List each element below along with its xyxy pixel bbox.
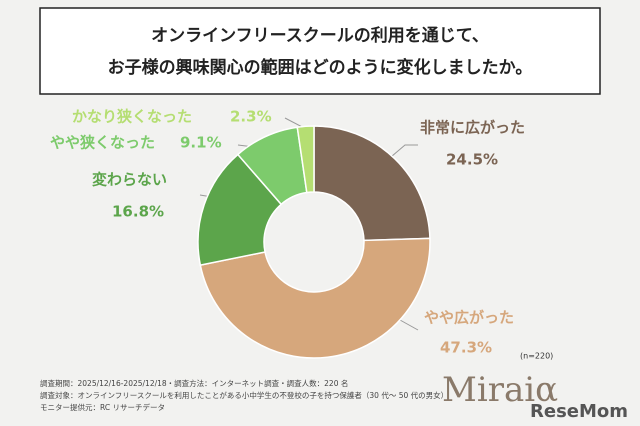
value-label: 47.3% [440,339,492,357]
slice-label: 非常に広がった [420,119,525,137]
slice [197,153,283,267]
footnote: 調査対象：オンラインフリースクールを利用したことがある小中学生の不登校の子を持つ… [40,390,448,400]
slice [296,125,315,194]
footnote: 調査期間：2025/12/16-2025/12/18・調査方法：インターネット調… [40,378,348,388]
slice-label: やや広がった [424,309,514,327]
value-label: 16.8% [112,203,164,221]
slice-label: かなり狭くなった [72,108,192,126]
value-label: 2.3% [230,108,272,126]
slice [313,125,431,242]
title-box [39,7,601,95]
value-label: 24.5% [446,151,498,169]
leader-line [399,319,419,331]
sample-note: (n=220) [520,352,553,361]
value-label: 9.1% [180,134,222,152]
footnote: モニター提供元：RC リサーチデータ [40,402,165,412]
slice [199,237,431,359]
chart-title: お子様の興味関心の範囲はどのように変化しましたか。 [108,57,533,78]
slice-label: 変わらない [92,171,167,189]
chart-title: オンラインフリースクールの利用を通じて、 [151,25,489,46]
slice-label: やや狭くなった [50,134,155,152]
watermark: ReseMom [530,401,628,422]
logo: Miraiα [442,370,558,410]
